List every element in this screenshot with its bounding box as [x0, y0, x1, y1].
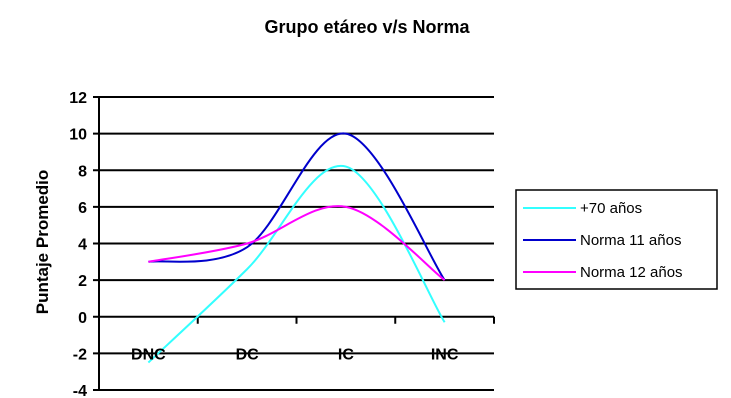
axes — [93, 96, 495, 391]
y-tick-label: 0 — [78, 310, 87, 327]
x-tick-label: DNC — [131, 346, 166, 363]
y-tick-label: 10 — [69, 127, 87, 144]
x-tick-label: DC — [236, 346, 260, 363]
series-lines — [147, 132, 446, 364]
x-tick-labels: DNC DC IC INC — [131, 346, 459, 363]
y-axis-label: Puntaje Promedio — [33, 170, 52, 315]
y-tick-label: 12 — [69, 90, 87, 107]
y-tick-label: -4 — [73, 383, 87, 398]
y-tick-label: 6 — [78, 200, 87, 217]
series-line-1 — [147, 165, 446, 364]
legend-label-1: +70 años — [580, 200, 642, 217]
legend: +70 años Norma 11 años Norma 12 años — [515, 189, 718, 290]
y-tick-label: 8 — [78, 163, 87, 180]
chart-title: Grupo etáreo v/s Norma — [264, 17, 470, 37]
series-line-3 — [148, 205, 446, 281]
legend-label-3: Norma 12 años — [580, 264, 683, 281]
y-tick-labels: -4 -2 0 2 4 6 8 10 12 — [69, 90, 87, 398]
y-tick-label: 4 — [78, 237, 87, 254]
x-tick-label: IC — [338, 346, 354, 363]
series-line-2 — [148, 132, 446, 281]
y-tick-label: 2 — [78, 273, 87, 290]
gridlines — [99, 96, 494, 391]
x-tick-label: INC — [431, 346, 459, 363]
y-tick-label: -2 — [73, 346, 87, 363]
legend-label-2: Norma 11 años — [580, 232, 681, 249]
